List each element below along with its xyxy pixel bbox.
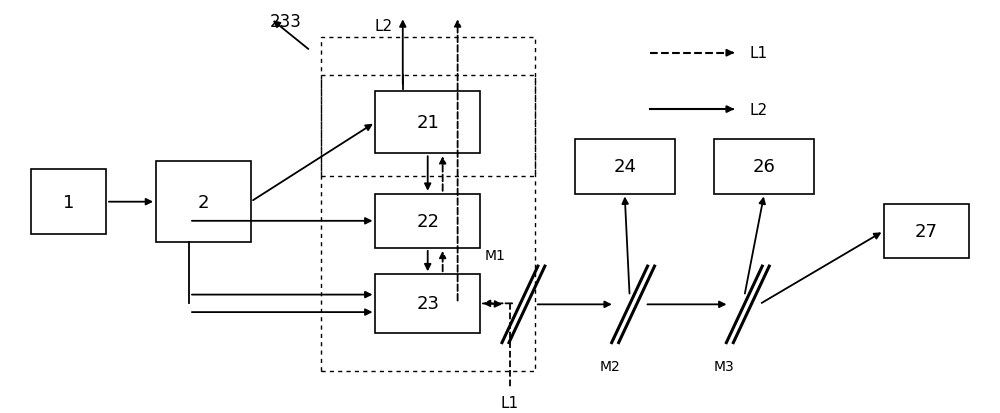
Text: 21: 21 (416, 114, 439, 132)
Text: 27: 27 (915, 222, 938, 240)
Bar (320, 38, 535, 371)
Text: 1: 1 (63, 193, 74, 211)
Bar (375, 92, 480, 154)
Text: L2: L2 (375, 19, 393, 33)
Text: M2: M2 (599, 359, 620, 373)
Text: L1: L1 (501, 395, 519, 410)
Bar (575, 140, 675, 194)
Text: 26: 26 (753, 158, 776, 176)
Text: L2: L2 (749, 102, 767, 117)
Text: 22: 22 (416, 212, 439, 230)
Text: 24: 24 (613, 158, 636, 176)
Text: 23: 23 (416, 294, 439, 313)
Bar (375, 194, 480, 248)
Bar (31, 170, 106, 234)
Text: M1: M1 (485, 249, 505, 262)
Bar (884, 204, 969, 259)
Bar (320, 76, 535, 176)
Text: L1: L1 (749, 46, 767, 61)
Text: M3: M3 (714, 359, 735, 373)
Bar (156, 162, 251, 242)
Text: 233: 233 (270, 14, 302, 31)
Bar (714, 140, 814, 194)
Bar (375, 275, 480, 333)
Text: 2: 2 (198, 193, 209, 211)
